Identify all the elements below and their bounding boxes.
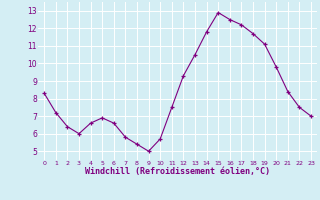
X-axis label: Windchill (Refroidissement éolien,°C): Windchill (Refroidissement éolien,°C) xyxy=(85,167,270,176)
